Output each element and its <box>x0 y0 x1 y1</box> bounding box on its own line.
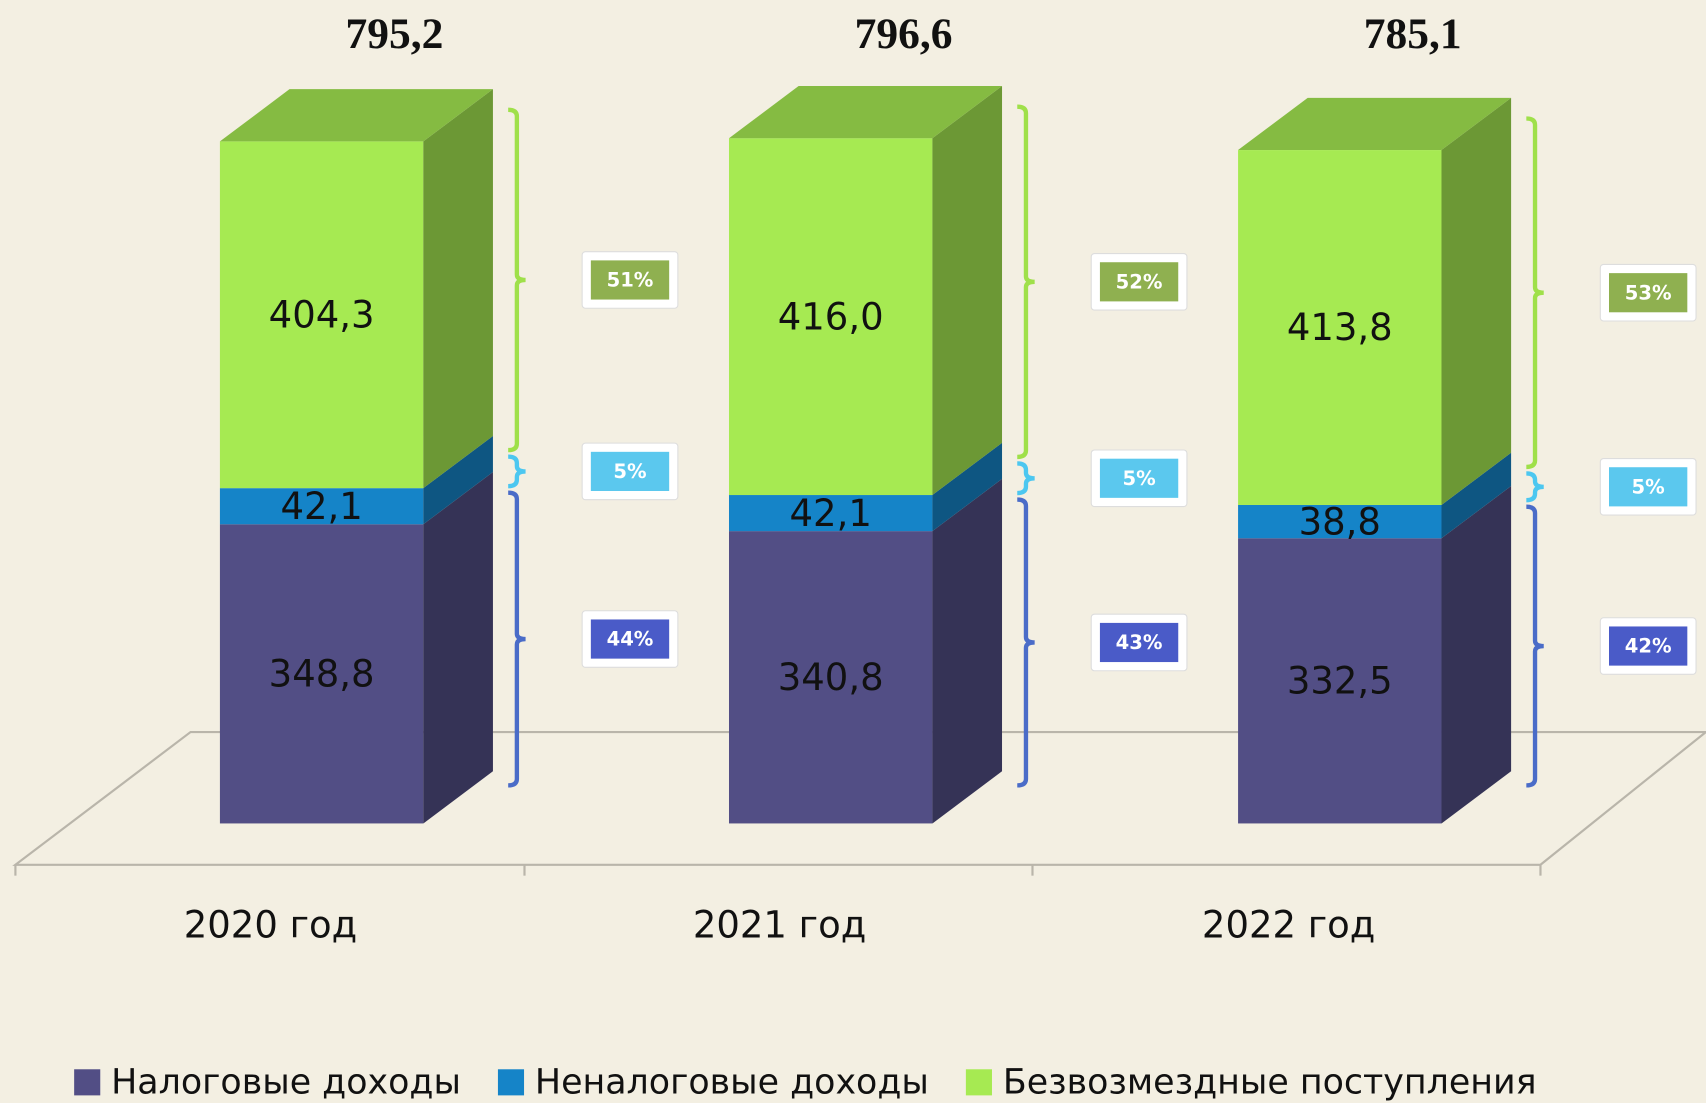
share-bracket <box>508 107 526 453</box>
bar-side <box>1441 452 1512 539</box>
share-label: 5% <box>1632 475 1665 498</box>
share-box <box>590 260 670 300</box>
share-box <box>1099 262 1179 302</box>
bar-segment <box>728 138 933 496</box>
bar-segment <box>1238 538 1442 824</box>
total-label: 785,1 <box>1364 10 1462 58</box>
bar-segment <box>219 141 424 489</box>
share-bracket <box>1526 504 1544 788</box>
share-label: 5% <box>1122 467 1155 490</box>
share-bracket <box>1017 461 1035 496</box>
share-box <box>1609 626 1688 666</box>
share-label: 44% <box>607 628 654 651</box>
bar-side <box>423 89 493 489</box>
value-label: 404,3 <box>269 293 375 336</box>
share-label: 52% <box>1116 270 1163 293</box>
bar-side <box>932 442 1003 532</box>
value-label: 413,8 <box>1287 306 1393 349</box>
x-tick-label: 2021 год <box>693 903 866 946</box>
bar-top <box>1238 97 1512 151</box>
share-box <box>1099 622 1179 663</box>
value-label: 42,1 <box>790 492 872 535</box>
share-bracket <box>1017 104 1035 460</box>
legend-label: Налоговые доходы <box>111 1062 461 1102</box>
bar-segment <box>219 524 424 824</box>
share-bracket <box>1526 471 1544 503</box>
share-bracket <box>1017 497 1035 788</box>
share-box <box>1609 273 1688 313</box>
bar-segment <box>219 488 424 525</box>
bar-top <box>219 89 493 142</box>
value-label: 348,8 <box>269 653 375 696</box>
share-box <box>590 619 670 659</box>
share-label: 43% <box>1116 631 1163 654</box>
legend-swatch <box>497 1069 525 1096</box>
legend-swatch <box>965 1069 992 1096</box>
share-label: 53% <box>1625 281 1672 304</box>
value-label: 416,0 <box>778 295 884 338</box>
bar-side <box>423 472 493 824</box>
bar-side <box>932 478 1003 824</box>
share-label: 5% <box>613 460 646 483</box>
bar-side <box>423 435 493 525</box>
bar-segment <box>728 531 933 824</box>
value-label: 38,8 <box>1299 500 1381 543</box>
legend-swatch <box>74 1069 101 1096</box>
x-tick-label: 2022 год <box>1202 903 1375 946</box>
legend-label: Неналоговые доходы <box>535 1062 929 1102</box>
x-tick-label: 2020 год <box>184 903 357 946</box>
share-bracket <box>508 490 526 788</box>
share-box <box>1099 458 1179 498</box>
bar-top <box>728 86 1003 139</box>
total-label: 795,2 <box>346 10 444 58</box>
legend-label: Безвозмездные поступления <box>1003 1062 1537 1102</box>
value-label: 332,5 <box>1287 660 1393 703</box>
share-bracket <box>1526 116 1544 470</box>
value-label: 42,1 <box>280 485 362 528</box>
bar-segment <box>1238 504 1442 539</box>
share-box <box>590 451 670 491</box>
share-box <box>1609 467 1688 507</box>
value-label: 340,8 <box>778 656 884 699</box>
bar-side <box>932 86 1003 496</box>
share-bracket <box>508 454 526 489</box>
bar-segment <box>1238 150 1442 505</box>
total-label: 796,6 <box>855 10 953 58</box>
bar-side <box>1441 486 1512 824</box>
share-label: 42% <box>1625 635 1672 658</box>
bar-segment <box>728 495 933 532</box>
bar-side <box>1441 97 1512 505</box>
share-label: 51% <box>607 269 654 292</box>
